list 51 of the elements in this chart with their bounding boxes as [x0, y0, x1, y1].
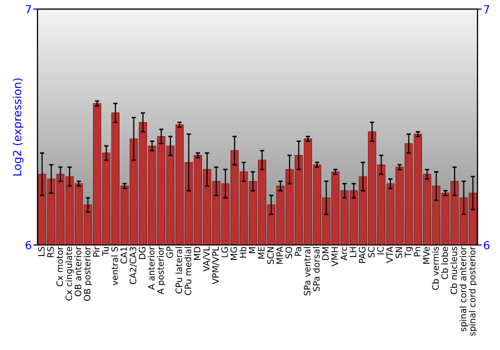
x-tick-label: MVe: [423, 246, 430, 264]
x-tick-label: Cb lobe: [441, 246, 448, 280]
x-tick-label: MPA: [276, 246, 283, 264]
x-tick-label: SCN: [267, 247, 274, 264]
x-tick-label: Hb: [240, 246, 246, 258]
x-tick-label: VPM/VPL: [212, 246, 220, 284]
x-tick-label: IC: [377, 246, 384, 254]
x-tick-label: spinal cord posterior: [468, 246, 478, 336]
x-tick-label: CPu lateral: [175, 247, 182, 294]
x-tick-label: Cb nucleus: [450, 246, 458, 294]
y-axis-title: Log2 (expression): [12, 78, 24, 176]
x-tick-label: VMH: [331, 247, 338, 266]
x-tick-label: SC: [368, 246, 375, 258]
x-tick-label: VTA: [386, 246, 393, 263]
x-tick-label: LG: [221, 247, 228, 258]
x-tick-label: ventral S: [111, 246, 118, 286]
x-tick-label: DM: [322, 247, 329, 260]
x-tick-label: A anterior: [148, 246, 155, 290]
y2-tick-label: 6: [484, 240, 490, 250]
x-tick-label: Cb vermis: [432, 246, 439, 290]
x-tick-label: SPa ventral: [304, 247, 310, 296]
x-tick-label: MD: [194, 246, 200, 260]
x-tick-label: OB anterior: [74, 246, 82, 296]
x-tick-label: Tg: [404, 247, 413, 258]
x-tick-label: Pn: [414, 247, 420, 256]
x-tick-label: PAG: [358, 247, 366, 263]
x-tick-label: A posterior: [157, 246, 166, 294]
x-tick-label: CA1: [120, 247, 128, 264]
x-tick-label: Pa: [294, 247, 302, 256]
x-tick-label: SN: [396, 247, 402, 258]
x-tick-label: VA/VL: [203, 246, 210, 272]
x-tick-label: Cx cingulate: [65, 246, 74, 300]
x-tick-label: CA2/CA3: [130, 247, 137, 284]
x-tick-label: Arc: [340, 246, 348, 261]
x-tick-label: DG: [138, 247, 146, 260]
x-tick-label: spinal cord anterior: [460, 246, 468, 332]
y2-tick-label: 7: [484, 5, 490, 14]
x-tick-label: Cx motor: [56, 246, 63, 286]
x-tick-label: ME: [258, 246, 264, 259]
x-tick-label: Pir: [92, 246, 100, 257]
x-tick-label: LS: [38, 246, 45, 256]
x-tick-label: CPu medial: [184, 247, 192, 296]
x-tick-label: LH: [350, 247, 356, 257]
x-tick-label: RS: [47, 246, 54, 258]
x-tick-label: SO: [286, 246, 292, 258]
x-tick-label: OB posterior: [84, 246, 92, 301]
x-tick-label: MG: [230, 247, 238, 260]
x-tick-label: Tu: [102, 247, 109, 256]
x-tick-label: GP: [166, 246, 173, 258]
x-tick-label: M: [248, 247, 256, 254]
x-tick-label: SPa dorsal: [312, 247, 320, 292]
